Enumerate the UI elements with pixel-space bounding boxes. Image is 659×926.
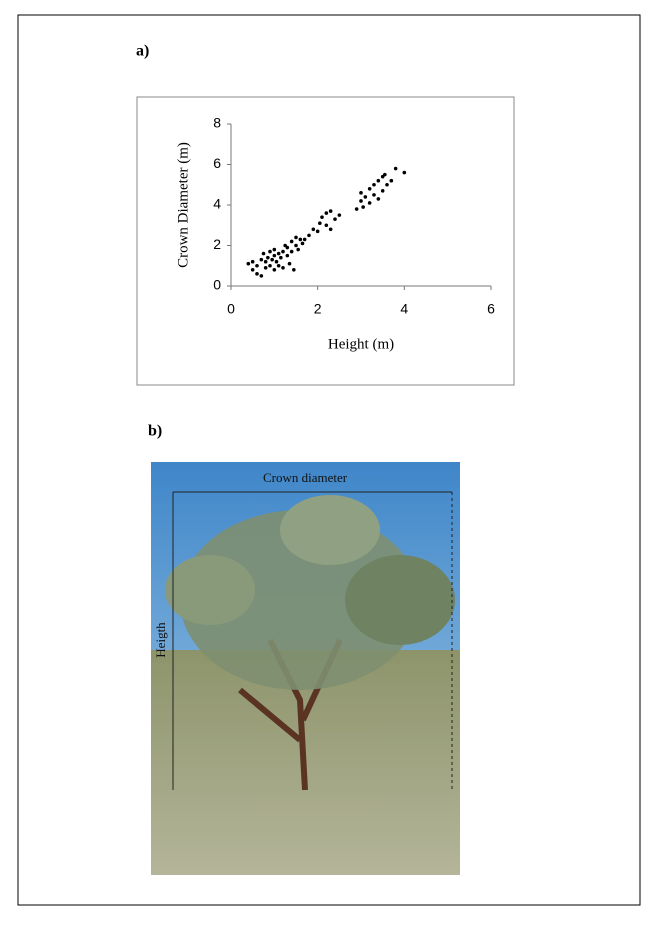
point bbox=[376, 178, 381, 183]
point bbox=[259, 257, 264, 262]
point bbox=[359, 191, 363, 195]
y-tick-label: 2 bbox=[213, 236, 221, 252]
y-tick-label: 6 bbox=[213, 155, 221, 171]
point bbox=[289, 249, 294, 254]
x-tick-label: 6 bbox=[487, 301, 495, 317]
point bbox=[289, 239, 294, 244]
x-tick-label: 0 bbox=[227, 301, 235, 317]
point bbox=[307, 233, 311, 238]
crown bbox=[280, 495, 380, 565]
point bbox=[263, 265, 268, 270]
x-tick-label: 2 bbox=[314, 301, 322, 317]
point bbox=[361, 205, 365, 209]
point bbox=[393, 166, 398, 171]
point bbox=[354, 207, 359, 211]
point bbox=[389, 178, 394, 183]
point bbox=[287, 261, 292, 266]
point bbox=[285, 253, 290, 258]
point bbox=[380, 189, 385, 193]
point bbox=[270, 257, 274, 262]
point bbox=[268, 249, 272, 254]
photo: Crown diameter Heigth bbox=[151, 462, 460, 875]
point bbox=[372, 182, 376, 187]
point bbox=[294, 235, 298, 240]
point bbox=[363, 195, 368, 199]
point bbox=[359, 199, 363, 203]
point bbox=[259, 274, 264, 278]
point bbox=[320, 215, 324, 219]
point bbox=[328, 209, 333, 213]
point bbox=[266, 255, 270, 260]
panel-label: a) bbox=[136, 43, 149, 60]
point bbox=[255, 272, 259, 276]
y-tick-label: 8 bbox=[213, 115, 221, 131]
point bbox=[318, 221, 322, 226]
point bbox=[281, 249, 285, 254]
point bbox=[302, 237, 307, 242]
x-tick-label: 4 bbox=[400, 301, 408, 317]
point bbox=[367, 201, 372, 205]
point bbox=[276, 251, 281, 256]
point bbox=[402, 170, 407, 175]
point bbox=[272, 268, 277, 272]
point bbox=[298, 237, 303, 242]
photo-label: Crown diameter bbox=[263, 470, 348, 485]
point bbox=[261, 251, 266, 256]
point bbox=[333, 217, 337, 221]
point bbox=[255, 263, 259, 268]
point bbox=[324, 223, 329, 228]
point bbox=[272, 253, 277, 258]
point bbox=[268, 263, 272, 268]
crown bbox=[165, 555, 255, 625]
chart-frame bbox=[136, 96, 515, 386]
panel-label: b) bbox=[148, 423, 162, 440]
point bbox=[279, 255, 283, 260]
point bbox=[292, 268, 296, 272]
point bbox=[294, 243, 298, 248]
point bbox=[315, 229, 320, 234]
point bbox=[376, 197, 381, 201]
point bbox=[281, 265, 285, 270]
point bbox=[250, 259, 255, 264]
point bbox=[337, 213, 342, 217]
point bbox=[276, 263, 281, 268]
point bbox=[328, 227, 333, 232]
crown bbox=[345, 555, 455, 645]
point bbox=[263, 259, 268, 264]
point bbox=[385, 182, 389, 187]
y-axis-label: Crown Diameter (m) bbox=[175, 142, 191, 268]
point bbox=[367, 187, 372, 191]
point bbox=[250, 268, 255, 272]
point bbox=[246, 261, 251, 266]
point bbox=[372, 193, 376, 197]
point bbox=[274, 259, 279, 264]
point bbox=[311, 227, 316, 232]
frame bbox=[17, 14, 641, 906]
x-axis-label: Height (m) bbox=[328, 336, 394, 352]
photo-label: Heigth bbox=[153, 622, 168, 658]
point bbox=[324, 211, 329, 215]
point bbox=[285, 245, 290, 250]
point bbox=[296, 247, 300, 252]
point bbox=[383, 172, 387, 177]
y-tick-label: 0 bbox=[213, 277, 221, 293]
y-tick-label: 4 bbox=[213, 196, 221, 212]
point bbox=[272, 247, 277, 252]
point bbox=[300, 241, 305, 246]
